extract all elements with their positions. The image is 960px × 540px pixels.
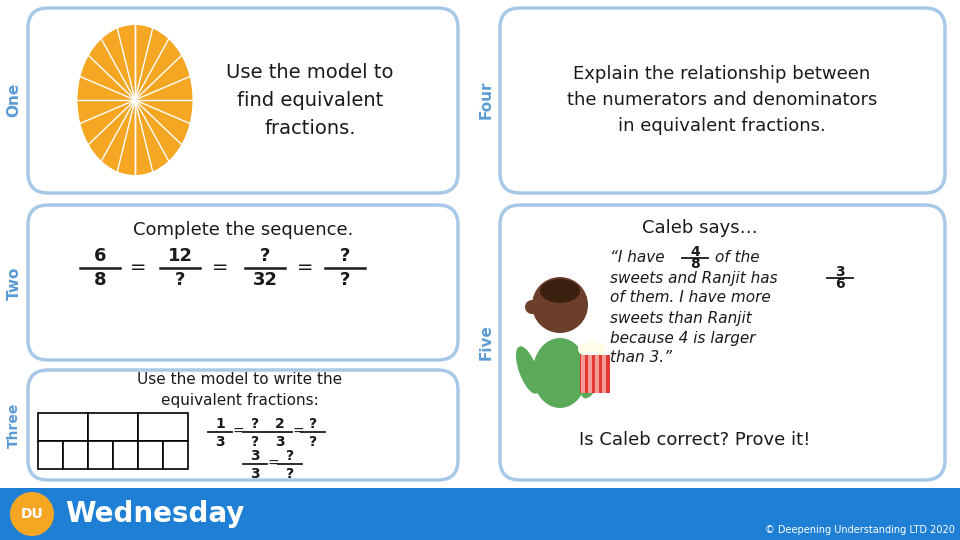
Text: of the: of the [715,251,759,266]
Text: sweets and Ranjit has: sweets and Ranjit has [610,271,778,286]
Circle shape [10,492,54,536]
Text: ?: ? [251,435,259,449]
Bar [138,413,188,441]
Text: 1: 1 [215,417,225,431]
Circle shape [532,277,588,333]
Text: ?: ? [251,417,259,431]
Text: 4: 4 [690,245,700,259]
Text: 32: 32 [252,271,277,289]
Circle shape [586,340,598,352]
Text: Use the model to
find equivalent
fractions.: Use the model to find equivalent fractio… [227,63,394,138]
Ellipse shape [516,346,540,394]
Ellipse shape [540,279,580,303]
Bar [38,441,63,469]
Text: One: One [7,83,21,117]
FancyBboxPatch shape [28,370,458,480]
Text: ?: ? [340,247,350,265]
Text: 12: 12 [167,247,193,265]
Text: =: = [292,425,303,439]
Text: Wednesday: Wednesday [65,500,245,528]
Bar [588,355,592,393]
Circle shape [578,343,590,355]
FancyBboxPatch shape [500,205,945,480]
Text: “I have: “I have [610,251,664,266]
Bar [38,413,88,441]
Text: DU: DU [20,507,43,521]
Text: 8: 8 [94,271,107,289]
Bar [580,355,610,393]
Text: because 4 is larger: because 4 is larger [610,330,756,346]
Bar [88,441,113,469]
Text: Four: Four [478,81,493,119]
Text: ?: ? [340,271,350,289]
Circle shape [525,300,539,314]
Text: sweets than Ranjit: sweets than Ranjit [610,310,752,326]
Text: 3: 3 [251,467,260,481]
Ellipse shape [78,25,193,175]
FancyBboxPatch shape [28,8,458,193]
Bar [113,441,138,469]
Text: Three: Three [7,402,21,448]
Text: Complete the sequence.: Complete the sequence. [132,221,353,239]
Text: ?: ? [260,247,270,265]
Text: =: = [267,457,278,471]
Bar [595,355,599,393]
Bar [63,441,88,469]
Ellipse shape [581,356,604,399]
Bar [0,488,960,540]
Text: =: = [212,259,228,278]
Text: Use the model to write the
equivalent fractions:: Use the model to write the equivalent fr… [137,372,343,408]
Text: 3: 3 [215,435,225,449]
Text: 6: 6 [94,247,107,265]
Text: =: = [297,259,313,278]
Text: Is Caleb correct? Prove it!: Is Caleb correct? Prove it! [579,431,810,449]
Text: 8: 8 [690,257,700,271]
FancyBboxPatch shape [500,8,945,193]
Bar [163,441,188,469]
FancyBboxPatch shape [28,205,458,360]
Text: ?: ? [286,449,294,463]
Text: Five: Five [478,324,493,360]
Text: ?: ? [309,417,317,431]
Text: 6: 6 [835,277,845,291]
Text: 3: 3 [251,449,260,463]
Bar [138,441,163,469]
Text: Two: Two [7,266,21,300]
Bar [602,355,606,393]
Text: than 3.”: than 3.” [610,350,672,366]
Text: =: = [232,425,244,439]
Ellipse shape [533,338,588,408]
Text: Explain the relationship between
the numerators and denominators
in equivalent f: Explain the relationship between the num… [566,65,877,136]
Bar [581,355,585,393]
Text: ?: ? [309,435,317,449]
Text: 3: 3 [835,265,845,279]
Bar [88,413,138,441]
Text: of them. I have more: of them. I have more [610,291,771,306]
Text: ?: ? [175,271,185,289]
Circle shape [594,343,606,355]
Text: 2: 2 [276,417,285,431]
Text: © Deepening Understanding LTD 2020: © Deepening Understanding LTD 2020 [765,525,955,535]
Text: 3: 3 [276,435,285,449]
Text: ?: ? [286,467,294,481]
Text: Caleb says…: Caleb says… [642,219,757,237]
Text: =: = [130,259,146,278]
